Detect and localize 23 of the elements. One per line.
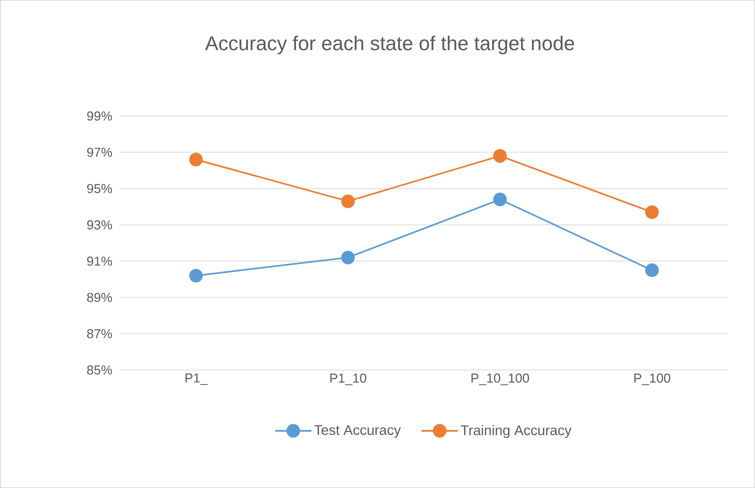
y-tick-label: 89% [87, 292, 112, 302]
x-tick-label: P1_ [186, 374, 208, 386]
y-tick-label: 87% [87, 329, 112, 338]
legend-label: Test Accuracy [314, 425, 401, 438]
y-tick-label: 95% [87, 184, 112, 194]
y-tick-label: 91% [87, 256, 112, 266]
point [493, 192, 507, 206]
point [341, 194, 355, 208]
legend-label: Training Accuracy [460, 424, 572, 438]
y-tick-label: 85% [87, 365, 112, 375]
point [645, 205, 659, 219]
point [341, 250, 355, 264]
y-tick-label: 93% [87, 220, 112, 230]
point [189, 152, 203, 166]
y-tick-label: 99% [87, 111, 112, 121]
point [645, 263, 659, 278]
point [189, 268, 203, 282]
x-tick-label: P_10_100 [472, 374, 530, 386]
x-tick-label: P1_10 [330, 374, 366, 386]
chart-title: Accuracy for each state of the target node [205, 36, 574, 54]
y-tick-label: 97% [87, 148, 112, 157]
x-tick-label: P_100 [634, 374, 670, 386]
point [493, 149, 507, 163]
